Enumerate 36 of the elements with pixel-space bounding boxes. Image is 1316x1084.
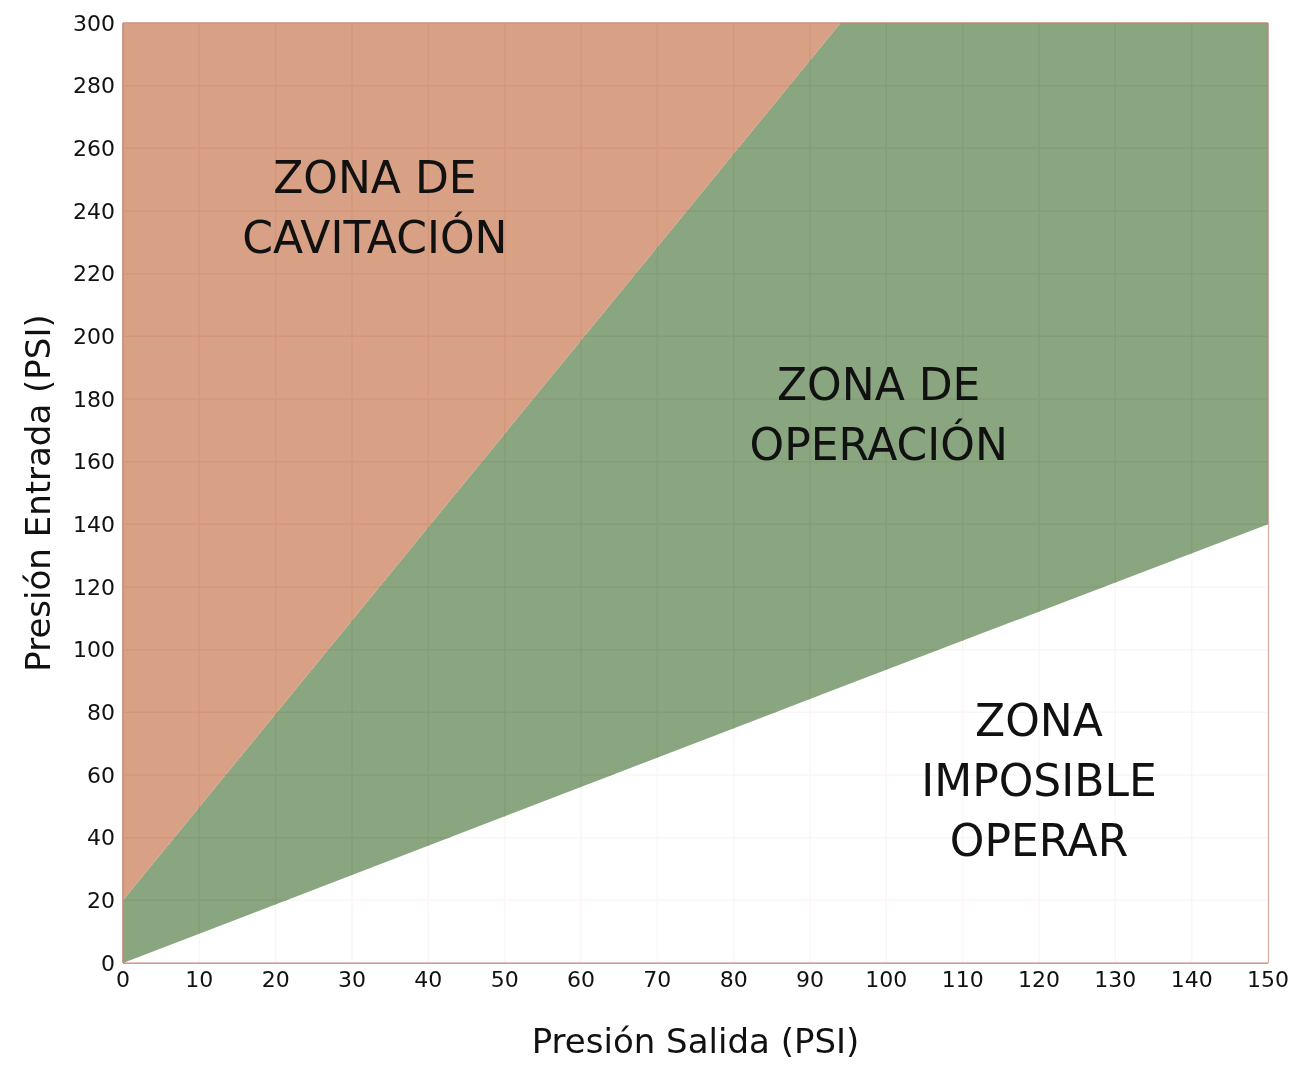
y-tick-label: 100 [73, 637, 115, 663]
x-tick-label: 140 [1170, 966, 1213, 992]
annotation: ZONA DE CAVITACIÓN [242, 152, 508, 263]
x-tick-label: 110 [941, 966, 984, 992]
x-tick-label: 10 [185, 966, 214, 992]
y-tick-label: 200 [73, 324, 115, 350]
annotation: ZONA DE OPERACIÓN [749, 358, 1008, 470]
x-tick-label: 70 [643, 966, 672, 992]
y-tick-label: 160 [73, 449, 115, 475]
x-tick-label: 120 [1018, 966, 1060, 992]
x-tick-label: 50 [490, 966, 519, 992]
x-tick-label: 80 [719, 966, 748, 992]
x-tick-label: 130 [1094, 966, 1137, 992]
x-tick-label: 30 [338, 966, 366, 992]
x-tick-label: 20 [261, 966, 290, 992]
y-tick-label: 40 [87, 825, 115, 851]
y-tick-label: 240 [73, 198, 115, 224]
x-axis-title: Presión Salida (PSI) [531, 1021, 860, 1061]
y-tick-label: 220 [73, 261, 115, 287]
y-tick-label: 120 [73, 574, 115, 600]
x-tick-label: 40 [414, 966, 443, 992]
y-tick-label: 0 [101, 950, 115, 976]
y-tick-label: 280 [73, 73, 115, 99]
y-tick-label: 140 [73, 512, 115, 538]
y-tick-label: 300 [73, 10, 115, 36]
x-tick-label: 60 [567, 966, 595, 992]
x-tick-label: 100 [865, 966, 908, 992]
y-tick-label: 180 [73, 386, 115, 412]
x-tick-label: 90 [796, 966, 824, 992]
annotation: ZONA IMPOSIBLE OPERAR [921, 695, 1157, 867]
y-tick-label: 260 [73, 136, 115, 162]
y-tick-label: 80 [87, 700, 115, 726]
y-axis-title: Presión Entrada (PSI) [18, 314, 59, 672]
y-tick-label: 20 [87, 888, 115, 914]
y-tick-label: 60 [87, 762, 115, 788]
x-tick-label: 150 [1247, 966, 1289, 992]
